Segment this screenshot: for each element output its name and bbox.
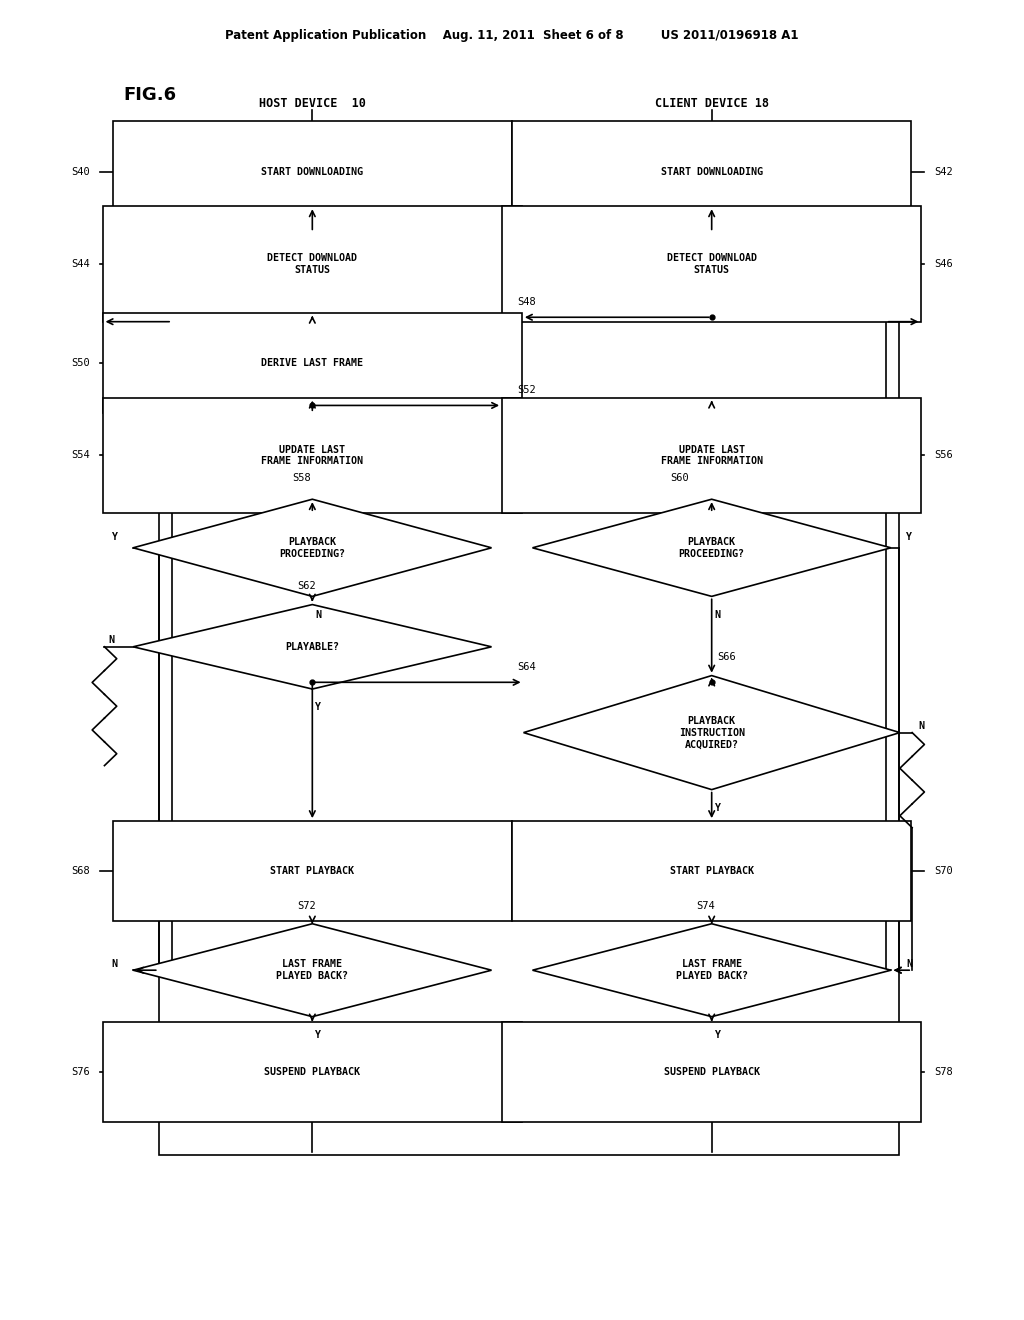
Text: SUSPEND PLAYBACK: SUSPEND PLAYBACK [264, 1067, 360, 1077]
Text: HOST DEVICE  10: HOST DEVICE 10 [259, 96, 366, 110]
Text: S42: S42 [934, 166, 952, 177]
Text: S70: S70 [934, 866, 952, 876]
FancyBboxPatch shape [102, 1022, 522, 1122]
FancyBboxPatch shape [502, 397, 922, 513]
Text: N: N [109, 635, 115, 645]
Text: S66: S66 [717, 652, 735, 663]
Text: S60: S60 [671, 474, 689, 483]
Text: PLAYBACK
PROCEEDING?: PLAYBACK PROCEEDING? [679, 537, 744, 558]
FancyBboxPatch shape [102, 206, 522, 322]
Text: CLIENT DEVICE 18: CLIENT DEVICE 18 [654, 96, 769, 110]
Polygon shape [133, 605, 492, 689]
Text: S46: S46 [934, 259, 952, 269]
Text: START PLAYBACK: START PLAYBACK [270, 866, 354, 876]
Text: LAST FRAME
PLAYED BACK?: LAST FRAME PLAYED BACK? [676, 960, 748, 981]
Text: N: N [715, 610, 721, 619]
FancyBboxPatch shape [102, 313, 522, 413]
Text: S72: S72 [297, 900, 315, 911]
Polygon shape [532, 499, 891, 597]
Text: S78: S78 [934, 1067, 952, 1077]
Text: Y: Y [906, 532, 912, 543]
Polygon shape [133, 499, 492, 597]
Text: S56: S56 [934, 450, 952, 461]
Text: START PLAYBACK: START PLAYBACK [670, 866, 754, 876]
Text: S52: S52 [517, 385, 536, 395]
FancyBboxPatch shape [102, 397, 522, 513]
FancyBboxPatch shape [502, 1022, 922, 1122]
Polygon shape [532, 924, 891, 1016]
FancyBboxPatch shape [512, 821, 911, 921]
Text: S68: S68 [72, 866, 90, 876]
Text: LAST FRAME
PLAYED BACK?: LAST FRAME PLAYED BACK? [276, 960, 348, 981]
Text: Y: Y [112, 532, 118, 543]
Text: N: N [315, 610, 322, 619]
Text: DERIVE LAST FRAME: DERIVE LAST FRAME [261, 358, 364, 368]
Text: SUSPEND PLAYBACK: SUSPEND PLAYBACK [664, 1067, 760, 1077]
Text: S40: S40 [72, 166, 90, 177]
Text: S62: S62 [297, 581, 315, 591]
Text: Patent Application Publication    Aug. 11, 2011  Sheet 6 of 8         US 2011/01: Patent Application Publication Aug. 11, … [225, 29, 799, 42]
FancyBboxPatch shape [512, 121, 911, 222]
FancyBboxPatch shape [113, 821, 512, 921]
Text: START DOWNLOADING: START DOWNLOADING [660, 166, 763, 177]
Text: N: N [112, 958, 118, 969]
Text: S54: S54 [72, 450, 90, 461]
Text: S48: S48 [517, 297, 536, 306]
Text: N: N [906, 958, 912, 969]
Text: START DOWNLOADING: START DOWNLOADING [261, 166, 364, 177]
Text: Y: Y [715, 803, 721, 813]
Text: PLAYABLE?: PLAYABLE? [286, 642, 339, 652]
Text: S58: S58 [292, 474, 310, 483]
Text: S74: S74 [696, 900, 715, 911]
Text: UPDATE LAST
FRAME INFORMATION: UPDATE LAST FRAME INFORMATION [261, 445, 364, 466]
Text: S64: S64 [517, 661, 536, 672]
Text: S44: S44 [72, 259, 90, 269]
Text: S76: S76 [72, 1067, 90, 1077]
Text: PLAYBACK
INSTRUCTION
ACQUIRED?: PLAYBACK INSTRUCTION ACQUIRED? [679, 715, 744, 750]
FancyBboxPatch shape [113, 121, 512, 222]
Text: Y: Y [315, 702, 322, 713]
Polygon shape [133, 924, 492, 1016]
Text: Y: Y [315, 1030, 322, 1040]
Text: PLAYBACK
PROCEEDING?: PLAYBACK PROCEEDING? [280, 537, 345, 558]
Text: Y: Y [715, 1030, 721, 1040]
Text: S50: S50 [72, 358, 90, 368]
FancyBboxPatch shape [502, 206, 922, 322]
Text: DETECT DOWNLOAD
STATUS: DETECT DOWNLOAD STATUS [267, 253, 357, 275]
Polygon shape [523, 676, 900, 789]
Text: UPDATE LAST
FRAME INFORMATION: UPDATE LAST FRAME INFORMATION [660, 445, 763, 466]
Text: N: N [919, 721, 925, 731]
Text: FIG.6: FIG.6 [123, 86, 176, 104]
Text: DETECT DOWNLOAD
STATUS: DETECT DOWNLOAD STATUS [667, 253, 757, 275]
